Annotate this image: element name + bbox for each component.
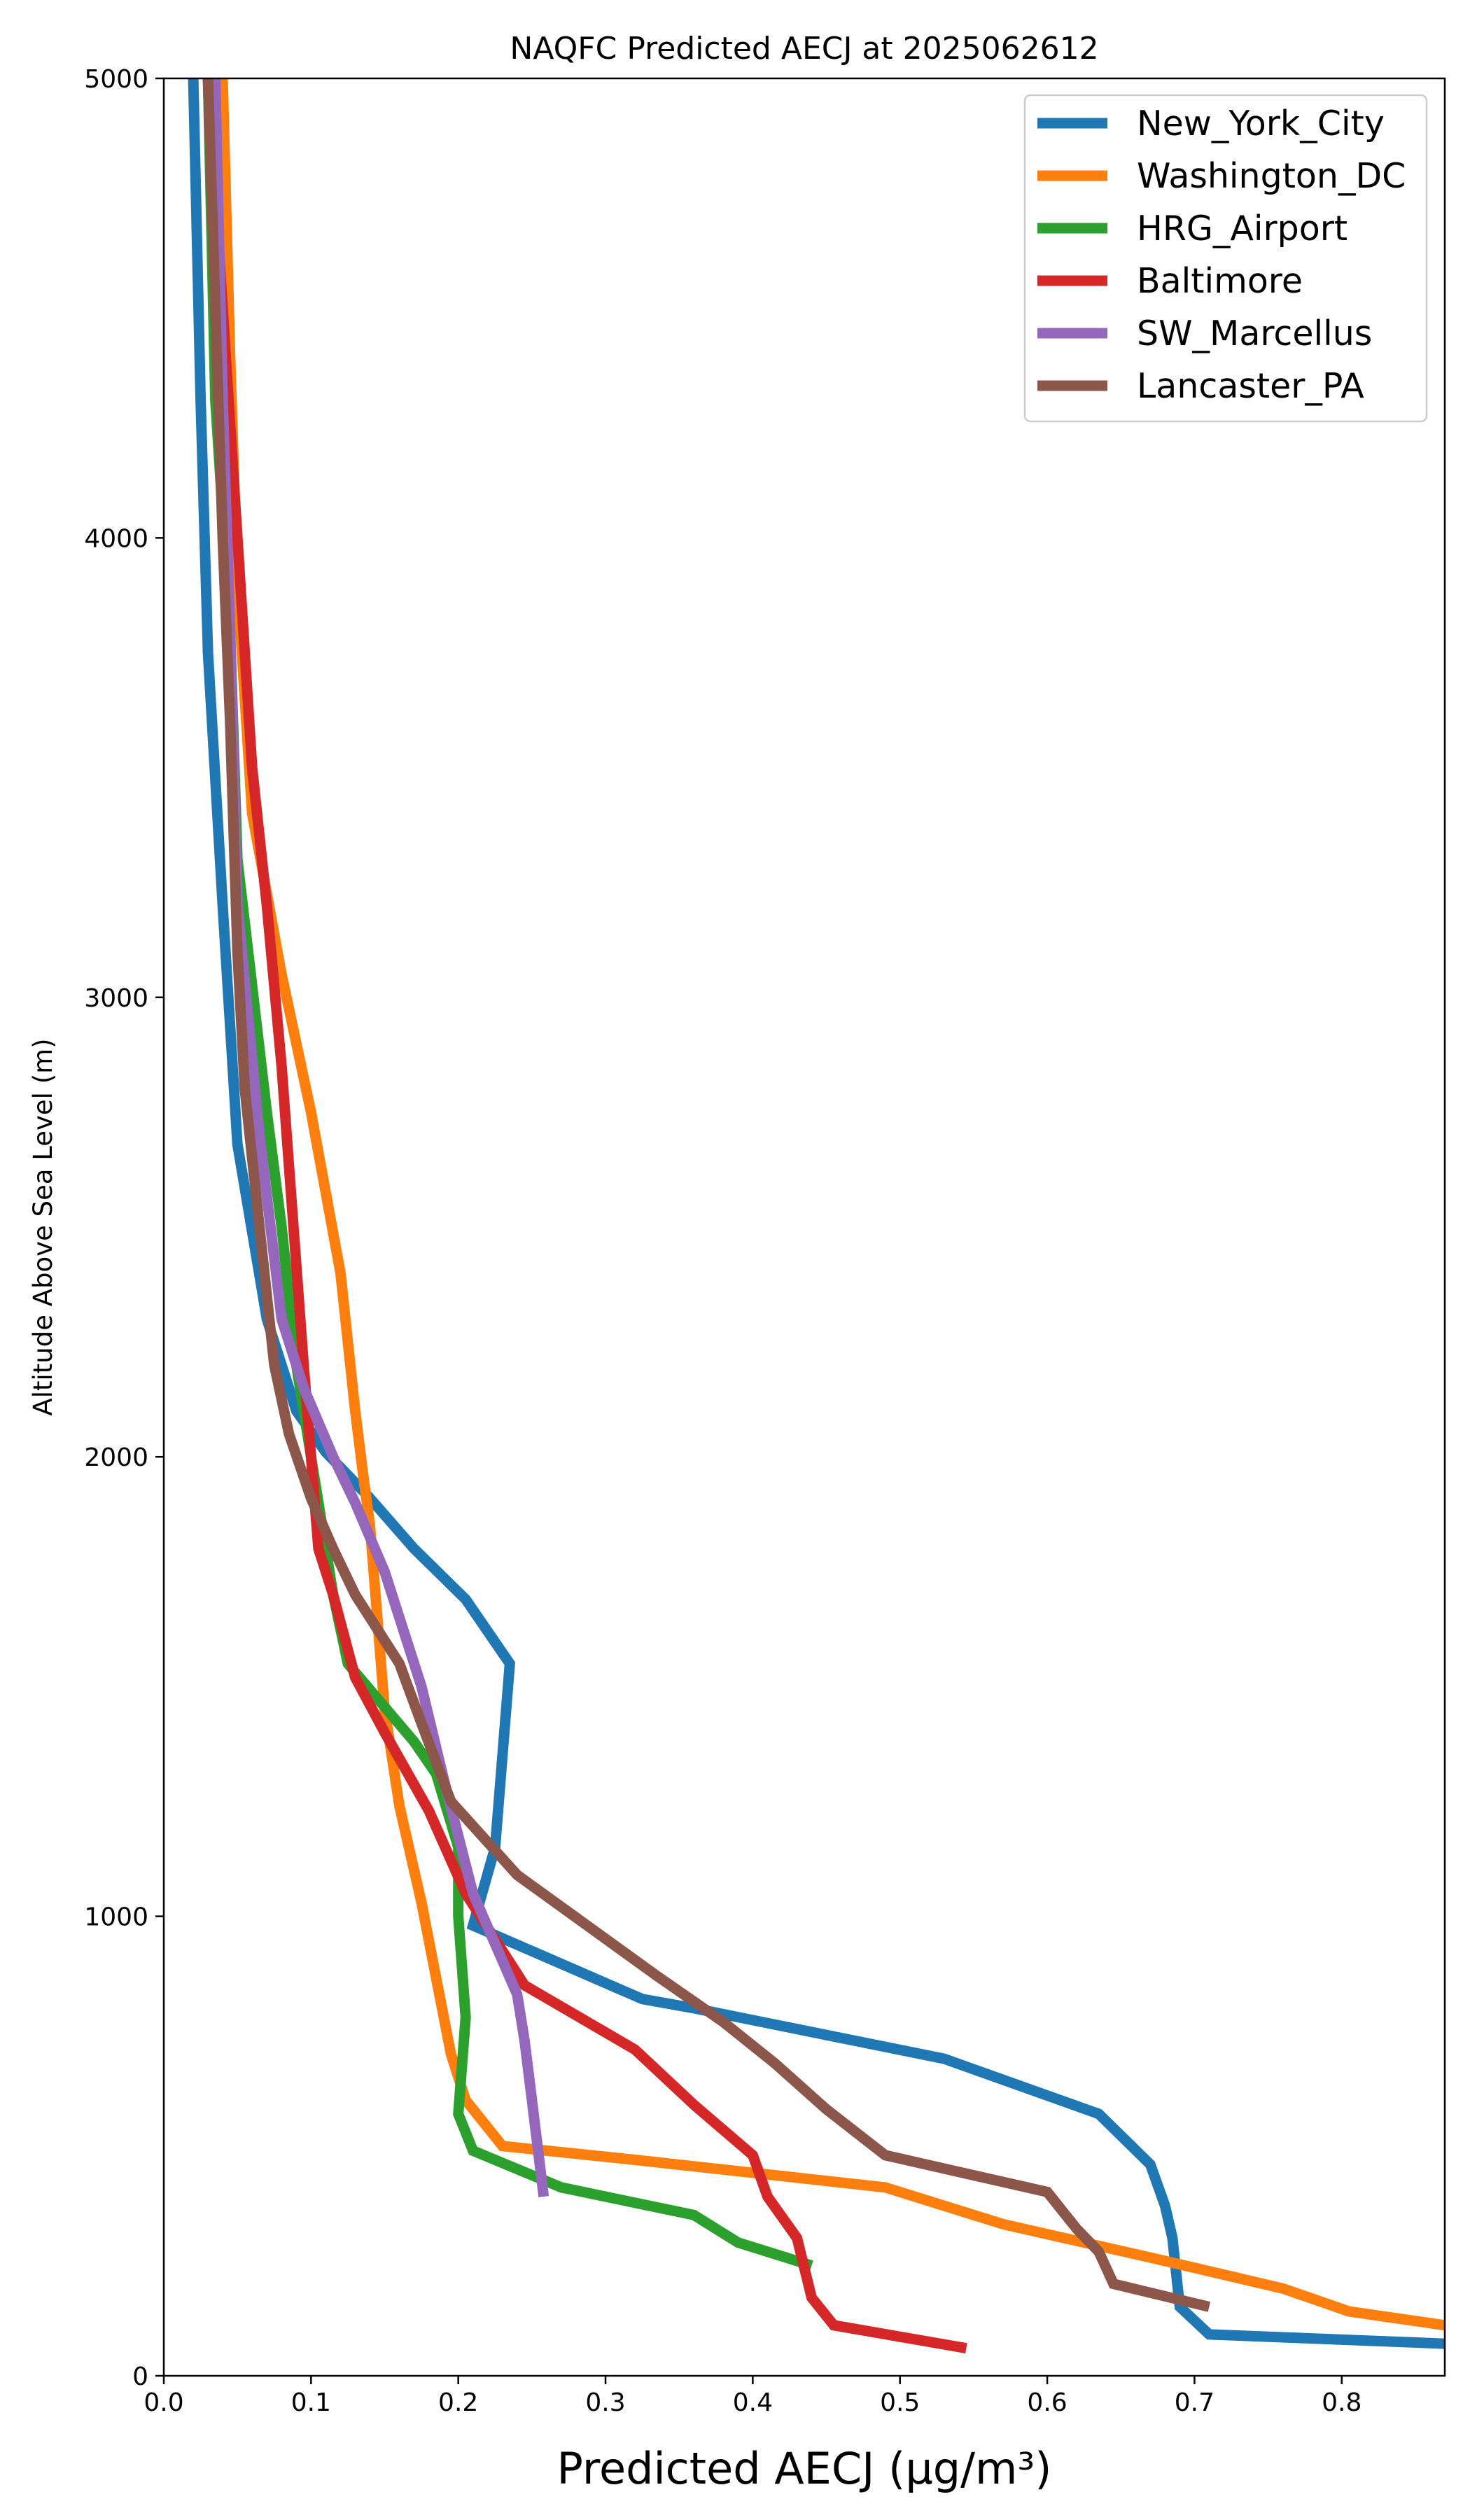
series-line-hrg-airport [202,78,813,2271]
legend-label: SW_Marcellus [1137,314,1372,354]
series-layer [188,78,1445,2353]
series-line-baltimore [202,78,967,2353]
x-tick-label: 0.5 [880,2388,920,2417]
legend-label: Lancaster_PA [1137,366,1364,406]
x-tick-label: 0.6 [1027,2388,1067,2417]
y-tick-label: 1000 [84,1903,148,1932]
x-tick-label: 0.2 [438,2388,478,2417]
x-tick-label: 0.0 [144,2388,183,2417]
legend-frame [1023,94,1428,423]
plot-frame [162,77,1446,2377]
y-tick-label: 3000 [84,984,148,1013]
x-axis: 0.0 0.1 0.2 0.3 0.4 0.5 0.6 0.7 0.8 [144,2376,1362,2417]
y-tick-label: 4000 [84,524,148,553]
series-line-lancaster-pa [202,78,1211,2312]
x-axis-label: Predicted AECJ (μg/m³) [557,2443,1052,2494]
y-axis: 0 1000 2000 3000 4000 5000 [84,65,164,2391]
chart-title: NAQFC Predicted AECJ at 2025062612 [510,31,1098,66]
x-tick-label: 0.3 [585,2388,625,2417]
series-line-washington-dc [217,78,1445,2331]
legend-label: HRG_Airport [1137,209,1348,248]
series-line-new-york-city [188,78,1445,2349]
legend-label: Washington_DC [1137,156,1406,196]
y-tick-label: 5000 [84,65,148,94]
legend: New_York_City Washington_DC HRG_Airport Bal… [1023,94,1428,423]
x-tick-label: 0.7 [1175,2388,1214,2417]
y-axis-label: Altitude Above Sea Level (m) [28,1038,58,1415]
x-tick-label: 0.8 [1322,2388,1362,2417]
y-tick-label: 0 [132,2362,148,2391]
y-tick-label: 2000 [84,1443,148,1472]
legend-label: Baltimore [1137,261,1303,301]
x-tick-label: 0.4 [733,2388,773,2417]
legend-label: New_York_City [1137,104,1385,144]
x-tick-label: 0.1 [291,2388,331,2417]
